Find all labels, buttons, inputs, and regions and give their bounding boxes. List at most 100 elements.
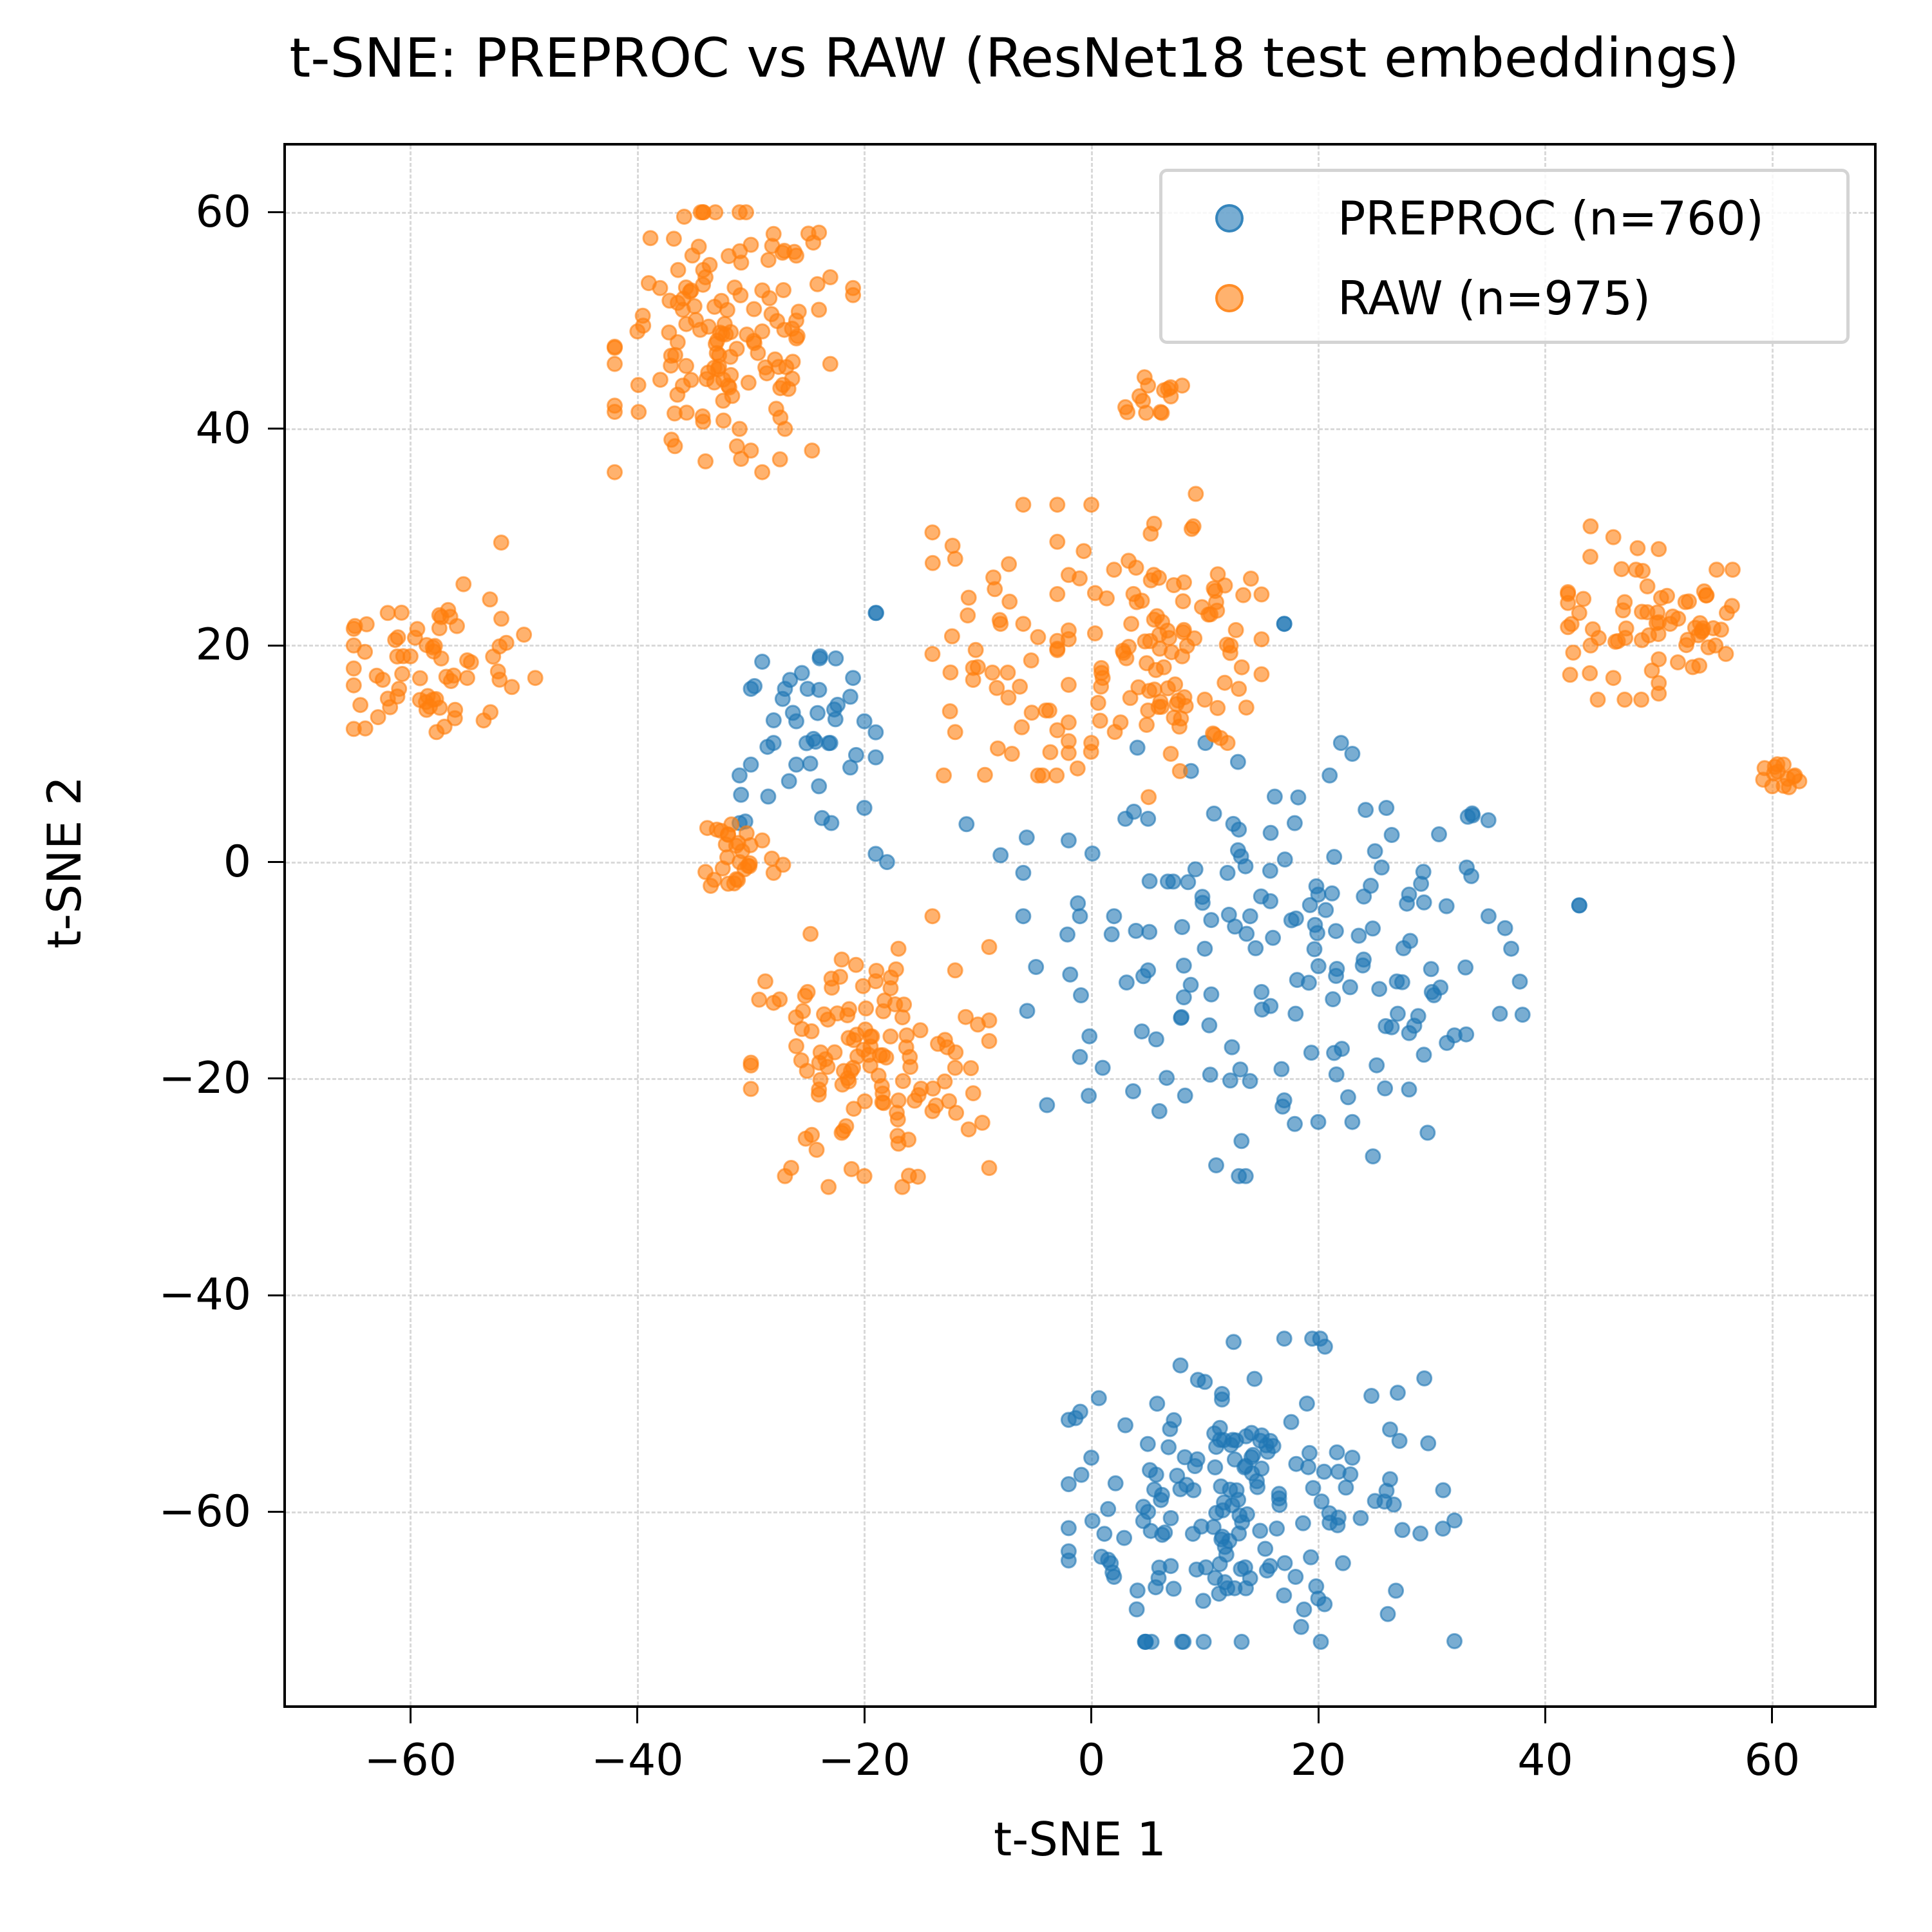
data-point xyxy=(867,749,884,766)
data-point xyxy=(1239,1506,1255,1522)
data-point xyxy=(1378,1018,1394,1034)
data-point xyxy=(1219,735,1236,752)
data-point xyxy=(491,671,508,688)
data-point xyxy=(924,554,941,571)
y-tick-mark xyxy=(268,644,283,647)
data-point xyxy=(808,1141,825,1158)
data-point xyxy=(1060,714,1077,731)
data-point xyxy=(1230,1492,1247,1508)
data-point xyxy=(1575,591,1592,607)
data-point xyxy=(1206,1425,1223,1442)
data-point xyxy=(824,980,840,996)
x-tick-mark xyxy=(1771,1708,1774,1723)
data-point xyxy=(1696,583,1712,600)
data-point xyxy=(1083,1450,1100,1466)
data-point xyxy=(765,225,782,242)
data-point xyxy=(969,1016,986,1033)
data-point xyxy=(793,665,810,681)
data-point xyxy=(1401,886,1417,903)
data-point xyxy=(1092,712,1108,729)
data-point xyxy=(1159,1070,1175,1086)
data-point xyxy=(1171,762,1188,779)
data-point xyxy=(1334,1041,1350,1057)
data-point xyxy=(1262,998,1279,1014)
data-point xyxy=(1203,986,1220,1003)
data-point xyxy=(1148,1031,1164,1048)
data-point xyxy=(1019,1003,1036,1019)
data-point xyxy=(1326,849,1343,866)
data-point xyxy=(1503,940,1520,957)
data-point xyxy=(999,664,1016,681)
x-tick-label: 60 xyxy=(1744,1735,1801,1786)
data-point xyxy=(368,667,385,684)
data-point xyxy=(1328,967,1345,984)
data-point xyxy=(788,756,804,773)
data-point xyxy=(1131,388,1148,404)
data-point xyxy=(856,1168,873,1184)
data-point xyxy=(1084,1513,1101,1530)
data-point xyxy=(695,413,712,430)
data-point xyxy=(1229,842,1246,858)
data-point xyxy=(498,634,515,651)
data-point xyxy=(1492,1005,1508,1022)
data-point xyxy=(1139,717,1155,733)
data-point xyxy=(1302,896,1318,913)
data-point xyxy=(1633,691,1650,708)
data-point xyxy=(1416,1370,1433,1387)
data-point xyxy=(1321,1514,1338,1531)
data-point xyxy=(1185,518,1202,535)
data-point xyxy=(630,404,647,421)
data-point xyxy=(607,404,623,420)
data-point xyxy=(902,1048,918,1065)
data-point xyxy=(1301,1444,1318,1461)
data-point xyxy=(1060,1520,1077,1537)
data-point xyxy=(1367,1493,1383,1510)
data-point xyxy=(947,1044,964,1061)
data-point xyxy=(788,247,804,264)
data-point xyxy=(1242,1073,1258,1090)
data-point xyxy=(708,821,725,838)
data-point xyxy=(1128,922,1144,939)
data-point xyxy=(754,654,771,670)
data-point xyxy=(1316,1463,1332,1480)
data-point xyxy=(1170,692,1186,709)
data-point xyxy=(924,524,941,541)
data-point xyxy=(1226,1334,1242,1350)
data-point xyxy=(1049,632,1066,649)
data-point xyxy=(1231,1168,1247,1184)
data-point xyxy=(1246,1370,1263,1387)
data-point xyxy=(446,710,463,726)
data-point xyxy=(912,1022,929,1039)
data-point xyxy=(754,323,771,340)
data-point xyxy=(446,667,462,684)
data-point xyxy=(1188,486,1204,502)
data-point xyxy=(1287,1569,1304,1585)
data-point xyxy=(1231,821,1247,838)
data-point xyxy=(1208,594,1224,611)
data-point xyxy=(1140,1504,1157,1520)
data-point xyxy=(1363,1388,1380,1404)
data-point xyxy=(1459,859,1475,876)
data-point xyxy=(1276,1555,1293,1571)
data-point xyxy=(1310,958,1327,974)
data-point xyxy=(677,279,694,296)
data-point xyxy=(1328,1066,1345,1083)
data-point xyxy=(1247,940,1264,956)
data-point xyxy=(1141,873,1158,889)
data-point xyxy=(1169,1468,1186,1484)
data-point xyxy=(1276,851,1293,868)
data-point xyxy=(1286,815,1303,831)
data-point xyxy=(1435,1482,1452,1499)
data-point xyxy=(1049,586,1066,602)
data-point xyxy=(1139,1435,1156,1452)
data-point xyxy=(1208,1439,1224,1455)
data-point xyxy=(1138,404,1155,421)
data-point xyxy=(1129,739,1146,756)
data-point xyxy=(870,1067,887,1084)
gridline-y xyxy=(286,1077,1874,1080)
data-point xyxy=(1107,1475,1124,1492)
data-point xyxy=(1276,1331,1293,1347)
data-point xyxy=(1094,670,1111,687)
data-point xyxy=(843,1160,860,1177)
data-point xyxy=(1643,662,1660,679)
